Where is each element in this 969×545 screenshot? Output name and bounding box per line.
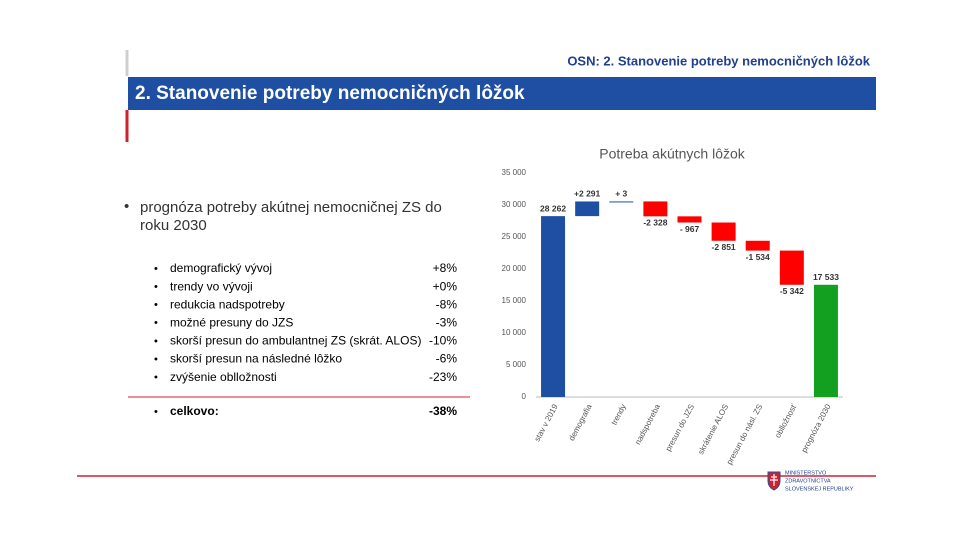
y-tick-label: 20 000: [502, 264, 527, 273]
logo: MINISTERSTVO ZDRAVOTNÍCTVA SLOVENSKEJ RE…: [767, 470, 854, 492]
item-value: -3%: [436, 315, 458, 329]
y-tick-label: 15 000: [502, 296, 527, 305]
data-label: -5 342: [780, 286, 804, 296]
total-label: celkovo:: [170, 404, 219, 418]
x-tick-label: presun do násl. ZS: [725, 403, 764, 467]
logo-text: ZDRAVOTNÍCTVA: [785, 477, 831, 484]
total-value: -38%: [429, 404, 457, 418]
item-label: redukcia nadspotreby: [170, 297, 285, 311]
y-tick-label: 10 000: [502, 328, 527, 337]
item-value: -8%: [436, 297, 458, 311]
bullet: •: [154, 406, 158, 418]
data-label: -1 534: [746, 252, 770, 262]
bullet: •: [154, 335, 158, 347]
x-tick-label: demografia: [567, 402, 594, 442]
item-label: skorší presun do ambulantnej ZS (skrát. …: [170, 334, 421, 348]
bullet: •: [154, 299, 158, 311]
chart-title: Potreba akútnych lôžok: [599, 146, 746, 162]
bar: [575, 201, 600, 217]
item-label: demografický vývoj: [170, 261, 272, 275]
bar: [813, 284, 838, 397]
y-tick-label: 0: [522, 392, 527, 401]
logo-text: SLOVENSKEJ REPUBLIKY: [785, 486, 854, 492]
item-value: -6%: [436, 352, 458, 366]
item-value: -23%: [429, 370, 457, 384]
data-label: 28 262: [540, 203, 566, 213]
logo-text: MINISTERSTVO: [785, 470, 827, 476]
banner-title: 2. Stanovenie potreby nemocničných lôžok: [135, 83, 525, 104]
data-label: - 967: [680, 224, 700, 234]
item-value: +8%: [433, 261, 458, 275]
item-label: skorší presun na následné lôžko: [170, 352, 342, 366]
item-label: trendy vo vývoji: [170, 279, 253, 293]
bar: [779, 250, 804, 285]
bar: [541, 216, 566, 397]
chart: 0 5 000 10 000 15 000 20 000 25 000 30 000 35 0…: [502, 168, 843, 466]
x-tick-label: stav v 2019: [533, 402, 560, 443]
bar: [643, 201, 668, 217]
main-bullet: prognóza potreby akútnej nemocničnej ZS …: [140, 199, 442, 216]
bar: [677, 216, 702, 223]
x-tick-label: presun do JZS: [664, 403, 696, 453]
x-tick-label: prognóza 2030: [800, 402, 833, 454]
bullet: •: [124, 198, 129, 215]
x-tick-label: nadspotreba: [633, 402, 662, 446]
bar: [609, 201, 634, 203]
data-label: -2 328: [643, 218, 667, 228]
bullet: •: [154, 317, 158, 329]
y-tick-label: 35 000: [502, 168, 527, 177]
bar: [745, 240, 770, 251]
bar: [711, 222, 736, 241]
x-tick-label: trendy: [610, 403, 628, 427]
data-label: + 3: [615, 189, 627, 199]
bullet: •: [154, 263, 158, 275]
y-tick-label: 30 000: [502, 200, 527, 209]
y-tick-label: 5 000: [506, 360, 527, 369]
x-tick-label: oblložnosť: [773, 402, 799, 440]
top-title: OSN: 2. Stanovenie potreby nemocničných …: [567, 53, 870, 68]
item-value: +0%: [433, 279, 458, 293]
item-label: zvýšenie oblložnosti: [170, 370, 277, 384]
y-tick-label: 25 000: [502, 232, 527, 241]
main-bullet: roku 2030: [140, 217, 207, 234]
bullet: •: [154, 353, 158, 365]
bullet: •: [154, 372, 158, 384]
data-label: -2 851: [712, 242, 736, 252]
item-value: -10%: [429, 334, 457, 348]
data-label: 17 533: [813, 272, 839, 282]
banner: [128, 77, 876, 110]
item-label: možné presuny do JZS: [170, 315, 293, 329]
bullet: •: [154, 281, 158, 293]
item-list: • demografický vývoj +8% • trendy vo vývoji +…: [154, 261, 457, 384]
data-label: +2 291: [574, 189, 601, 199]
x-tick-label: skrátenie ALOS: [696, 403, 730, 456]
